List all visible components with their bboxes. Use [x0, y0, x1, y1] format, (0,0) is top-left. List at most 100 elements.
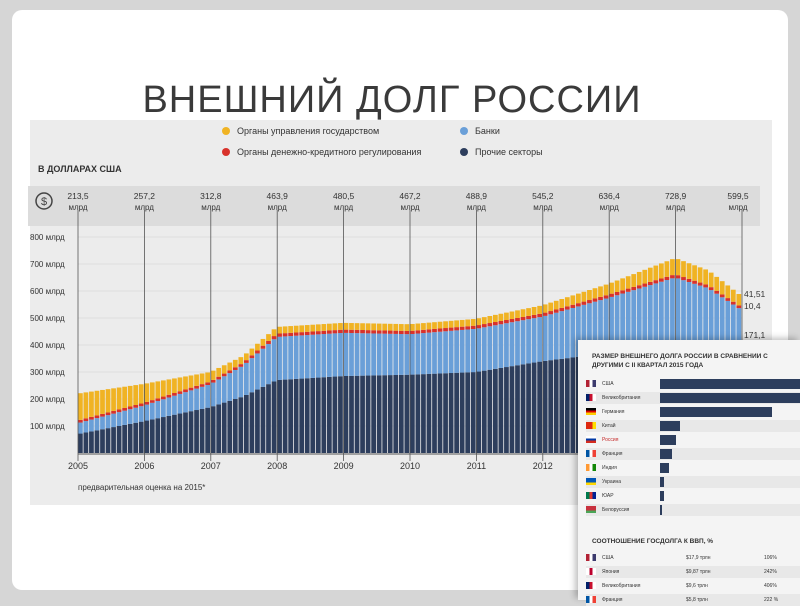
bar-column — [404, 324, 410, 453]
legend: Органы управления государством Органы де… — [222, 126, 543, 157]
bar-segment-gov — [210, 370, 216, 380]
bar-column — [493, 314, 498, 453]
bar-column — [183, 376, 188, 453]
bar-column — [232, 359, 238, 453]
bar-column — [166, 379, 172, 453]
bar-segment-banks — [421, 333, 426, 375]
total-value-label: 488,9 — [466, 191, 488, 201]
bar-segment-gov — [443, 321, 448, 329]
bar-segment-gov — [415, 323, 421, 331]
bar-column — [266, 334, 271, 453]
bar-segment-cb — [692, 280, 697, 284]
bar-segment-gov — [659, 263, 664, 279]
bar-segment-banks — [730, 304, 736, 355]
bar-segment-gov — [714, 276, 720, 291]
bar-segment-banks — [327, 333, 332, 377]
bar-segment-banks — [531, 318, 537, 363]
country-row: Украина — [586, 476, 800, 488]
bar-segment-other — [249, 392, 255, 453]
bar-segment-other — [470, 372, 476, 453]
bar-segment-other — [559, 358, 565, 453]
bar-column — [255, 343, 260, 453]
bar-segment-cb — [127, 406, 133, 410]
bar-column — [238, 357, 244, 453]
bar-segment-cb — [365, 330, 371, 334]
bar-segment-cb — [675, 275, 681, 279]
bar-segment-other — [498, 367, 504, 453]
bar-segment-other — [520, 364, 526, 453]
bar-segment-cb — [570, 304, 576, 308]
bar-segment-gov — [310, 324, 316, 332]
bar-segment-gov — [736, 293, 742, 306]
ratio-pct: 242% — [764, 569, 777, 575]
total-unit-label: млрд — [68, 203, 87, 212]
country-row: ЮАР — [586, 490, 800, 502]
bar-segment-cb — [598, 296, 603, 301]
bar-column — [376, 323, 382, 453]
bar-segment-gov — [94, 390, 100, 416]
bar-segment-cb — [454, 327, 459, 331]
bar-segment-gov — [260, 338, 266, 346]
bar-column — [78, 393, 83, 453]
bar-segment-banks — [111, 413, 116, 428]
bar-segment-cb — [260, 345, 266, 349]
bar-segment-cb — [199, 384, 205, 387]
bar-column — [149, 382, 155, 453]
bar-segment-other — [526, 363, 531, 453]
bar-segment-gov — [327, 323, 332, 331]
bar-segment-gov — [238, 357, 244, 365]
bar-column — [94, 390, 100, 453]
bar-column — [371, 323, 376, 453]
bar-segment-banks — [564, 309, 570, 359]
bar-segment-banks — [548, 314, 554, 361]
flag-icon — [586, 394, 596, 401]
bar-segment-banks — [94, 418, 100, 431]
bar-segment-other — [199, 408, 205, 453]
bar-segment-cb — [647, 281, 653, 286]
bar-segment-other — [365, 375, 371, 453]
bar-segment-gov — [315, 324, 321, 332]
y-tick-label: 700 млрд — [30, 260, 65, 269]
bar-segment-banks — [232, 369, 238, 399]
bar-segment-other — [437, 373, 443, 453]
total-unit-label: млрд — [533, 203, 552, 212]
bar-segment-banks — [133, 407, 139, 423]
bar-segment-cb — [410, 330, 415, 334]
bar-segment-gov — [642, 269, 648, 284]
bar-column — [188, 375, 194, 453]
country-name: США — [602, 381, 614, 387]
bar-segment-cb — [188, 387, 194, 391]
bar-segment-other — [78, 433, 83, 453]
bar-segment-cb — [487, 323, 493, 327]
bar-segment-other — [299, 378, 305, 453]
page-title: ВНЕШНИЙ ДОЛГ РОССИИ — [142, 79, 642, 121]
bar-segment-cb — [382, 330, 388, 334]
bar-segment-gov — [343, 322, 349, 330]
bar-segment-banks — [653, 283, 659, 350]
bar-segment-cb — [354, 329, 360, 334]
bar-segment-gov — [122, 386, 127, 408]
bar-segment-gov — [133, 385, 139, 406]
bar-segment-cb — [216, 376, 222, 380]
total-unit-label: млрд — [666, 203, 685, 212]
bar-segment-other — [426, 373, 432, 453]
bar-segment-cb — [493, 322, 498, 326]
bar-segment-gov — [188, 375, 194, 388]
total-unit-label: млрд — [467, 203, 486, 212]
ratio-row: Япония $9,87 трлн 242% — [586, 566, 800, 578]
bar-segment-banks — [210, 382, 216, 407]
bar-segment-banks — [553, 312, 559, 360]
bar-segment-other — [266, 384, 271, 453]
bar-segment-banks — [587, 303, 592, 356]
bar-segment-gov — [587, 290, 592, 301]
bar-segment-other — [166, 415, 172, 453]
bar-segment-banks — [177, 393, 183, 414]
bar-segment-cb — [564, 306, 570, 310]
bar-column — [476, 318, 482, 453]
bar-segment-gov — [288, 326, 293, 333]
totals-band — [28, 186, 760, 226]
bar-segment-other — [404, 374, 410, 453]
bar-column — [199, 373, 205, 453]
bar-segment-banks — [725, 300, 731, 354]
bar-segment-gov — [376, 323, 382, 331]
